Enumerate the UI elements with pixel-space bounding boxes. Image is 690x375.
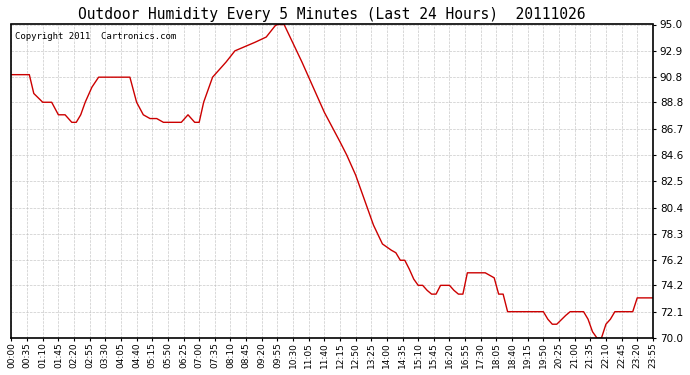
- Title: Outdoor Humidity Every 5 Minutes (Last 24 Hours)  20111026: Outdoor Humidity Every 5 Minutes (Last 2…: [79, 7, 586, 22]
- Text: Copyright 2011  Cartronics.com: Copyright 2011 Cartronics.com: [14, 32, 176, 41]
